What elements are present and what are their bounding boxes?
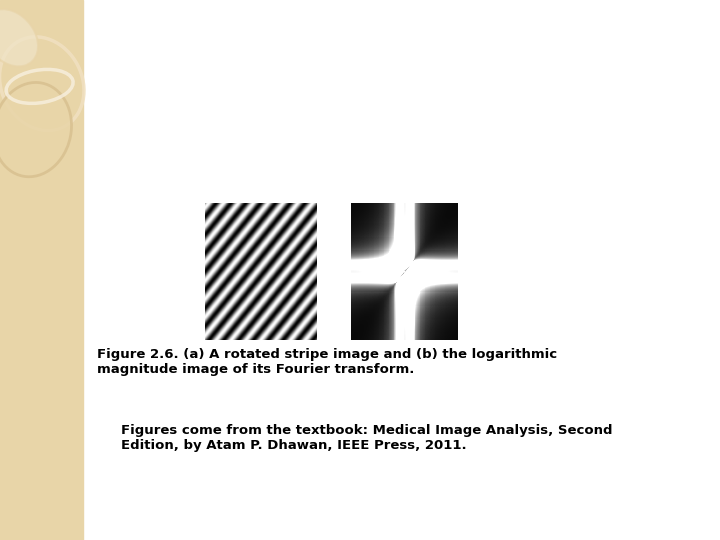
Ellipse shape [0, 37, 84, 131]
Text: Figure 2.6. (a) A rotated stripe image and (b) the logarithmic
magnitude image o: Figure 2.6. (a) A rotated stripe image a… [97, 348, 557, 376]
Text: Figures come from the textbook: Medical Image Analysis, Second
Edition, by Atam : Figures come from the textbook: Medical … [121, 424, 613, 452]
Bar [0, 0, 83, 540]
Ellipse shape [0, 9, 38, 66]
Ellipse shape [0, 83, 71, 177]
